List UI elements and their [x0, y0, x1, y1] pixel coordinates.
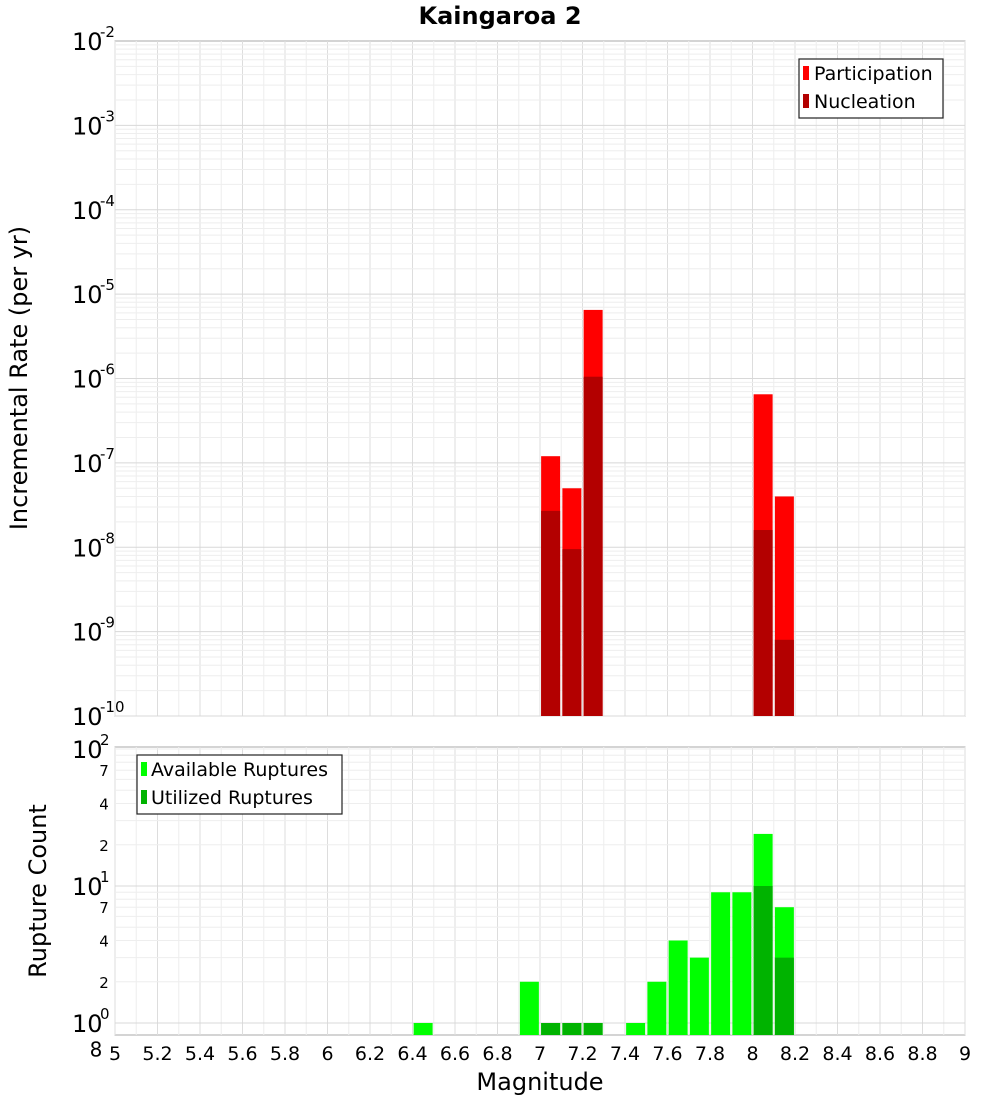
count-grid [114, 747, 966, 1035]
x-tick-label: 9 [959, 1043, 971, 1065]
x-tick-label: 8.4 [822, 1043, 852, 1065]
x-tick-label: 6 [321, 1043, 333, 1065]
rate-y-tick-label: 10 [72, 28, 103, 56]
rate-grid [114, 41, 966, 717]
rate-y-tick-label: 10 [72, 534, 103, 562]
available-ruptures-bar [413, 1023, 433, 1035]
utilized-ruptures-bar [541, 1023, 561, 1035]
rate-y-tick-label: 10 [72, 281, 103, 309]
rate-y-tick-exponent: -8 [100, 529, 115, 547]
count-y-tick-label: 10 [72, 873, 103, 901]
x-tick-label: 8 [746, 1043, 758, 1065]
x-tick-label: 5 [109, 1043, 121, 1065]
count-y-tick-label: 2 [99, 837, 109, 855]
rate-y-tick-exponent: -10 [100, 698, 125, 716]
rate-y-tick-exponent: -6 [100, 361, 115, 379]
utilized-ruptures-bar [753, 886, 773, 1035]
rate-legend: Participation Nucleation [798, 58, 944, 119]
rate-y-tick-label: 10 [72, 197, 103, 225]
count-y-tick-exponent: 2 [100, 731, 110, 749]
x-tick-label: 7.6 [652, 1043, 682, 1065]
x-ticks: 5 5.2 5.4 5.6 5.8 6 6.2 6.4 6.6 6.8 7 7.2 7.4 7.6 7.8 8… [109, 1043, 971, 1065]
available-ruptures-bar [519, 981, 539, 1035]
count-y-tick-exponent: 1 [100, 868, 110, 886]
rate-y-tick-label: 10 [72, 619, 103, 647]
rate-legend-box [798, 58, 944, 119]
x-tick-label: 5.4 [185, 1043, 215, 1065]
legend-swatch-available [141, 762, 147, 776]
x-tick-label: 6.2 [355, 1043, 385, 1065]
rate-y-axis-label: Incremental Rate (per yr) [5, 226, 33, 530]
available-ruptures-bar [689, 957, 709, 1035]
count-y-tick-label: 10 [72, 736, 103, 764]
nucleation-bar [541, 510, 561, 716]
chart-title: Kaingaroa 2 [418, 2, 581, 30]
nucleation-bar [583, 376, 603, 716]
count-y-tick-label: 2 [99, 974, 109, 992]
count-legend-box [136, 754, 343, 815]
utilized-ruptures-bar [562, 1023, 582, 1035]
available-ruptures-bar [732, 892, 752, 1035]
legend-label-utilized: Utilized Ruptures [151, 787, 313, 809]
x-tick-label: 7.2 [567, 1043, 597, 1065]
rate-y-tick-exponent: -3 [100, 107, 115, 125]
x-tick-label: 7.4 [610, 1043, 640, 1065]
legend-swatch-utilized [141, 790, 147, 804]
x-tick-label: 8.8 [907, 1043, 937, 1065]
count-y-tick-exponent: 0 [100, 1005, 110, 1023]
legend-swatch-nucleation [803, 94, 809, 108]
rate-y-tick-exponent: -5 [100, 276, 115, 294]
legend-swatch-participation [803, 66, 809, 80]
count-bars [413, 833, 794, 1035]
rate-y-tick-label: 10 [72, 112, 103, 140]
available-ruptures-bar [626, 1023, 646, 1035]
count-y-tick-label: 4 [99, 933, 109, 951]
x-tick-label: 7.8 [695, 1043, 725, 1065]
utilized-ruptures-bar [583, 1023, 603, 1035]
rate-y-tick-exponent: -7 [100, 445, 115, 463]
count-y-tick-label: 4 [99, 796, 109, 814]
x-tick-label: 5.6 [227, 1043, 257, 1065]
legend-label-participation: Participation [814, 63, 933, 85]
rate-y-tick-exponent: -2 [100, 23, 115, 41]
rate-y-tick-label: 10 [72, 450, 103, 478]
count-legend: Available Ruptures Utilized Ruptures [136, 754, 343, 815]
x-tick-label: 6.4 [397, 1043, 427, 1065]
rate-y-tick-label: 10 [72, 703, 103, 731]
count-y-tick-label: 10 [72, 1010, 103, 1038]
available-ruptures-bar [647, 981, 667, 1035]
count-y-axis-label: Rupture Count [24, 804, 52, 978]
utilized-ruptures-bar [774, 957, 794, 1035]
nucleation-bar [774, 639, 794, 716]
x-tick-label: 6.6 [440, 1043, 470, 1065]
legend-label-available: Available Ruptures [151, 759, 328, 781]
x-axis-label: Magnitude [476, 1068, 603, 1096]
rate-y-tick-label: 10 [72, 366, 103, 394]
x-tick-label: 5.2 [142, 1043, 172, 1065]
count-y-tick-label: 8 [90, 1037, 103, 1061]
x-tick-label: 5.8 [270, 1043, 300, 1065]
available-ruptures-bar [668, 940, 688, 1035]
x-tick-label: 8.6 [865, 1043, 895, 1065]
available-ruptures-bar [711, 892, 731, 1035]
x-tick-label: 8.2 [780, 1043, 810, 1065]
count-y-tick-label: 7 [99, 762, 109, 780]
rate-y-tick-exponent: -9 [100, 614, 115, 632]
x-tick-label: 7 [534, 1043, 546, 1065]
legend-label-nucleation: Nucleation [814, 91, 916, 113]
nucleation-bar [753, 530, 773, 716]
nucleation-bar [562, 549, 582, 716]
rate-bars [541, 309, 794, 716]
count-y-tick-label: 7 [99, 899, 109, 917]
x-tick-label: 6.8 [482, 1043, 512, 1065]
rate-y-tick-exponent: -4 [100, 192, 115, 210]
